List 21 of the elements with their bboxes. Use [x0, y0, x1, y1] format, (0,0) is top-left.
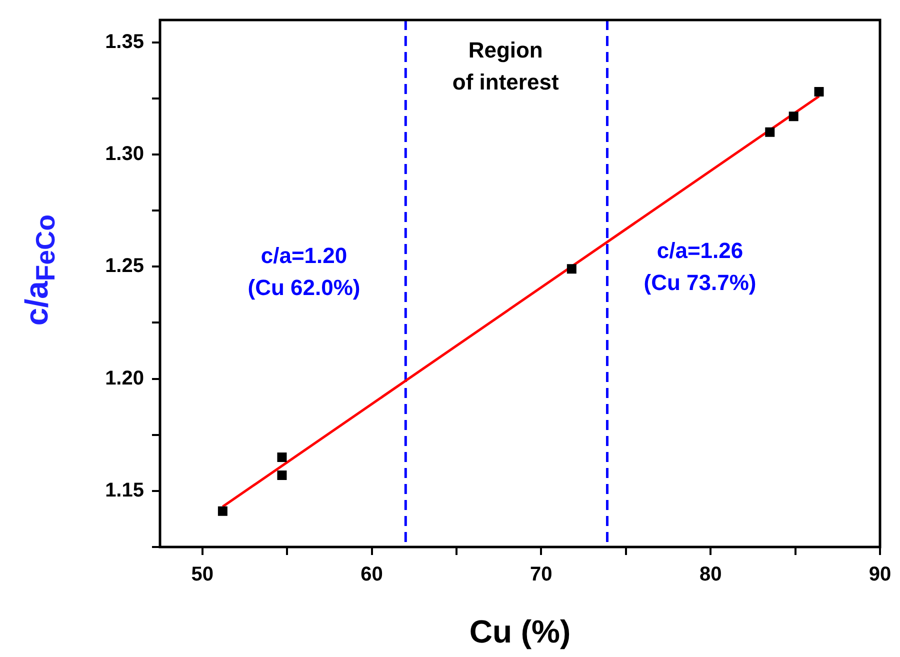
x-tick-label: 80 [699, 564, 722, 586]
x-axis-title: Cu (%) [469, 614, 571, 650]
x-tick-label: 90 [868, 564, 892, 586]
point [788, 112, 798, 122]
text: 1.30 [105, 143, 144, 166]
x-tick-label: 60 [360, 564, 383, 586]
y-tick-label: 1.25 [105, 255, 144, 278]
y-tick-label: 1.35 [105, 30, 144, 53]
x-tick-label: 70 [530, 564, 552, 586]
annotation: c/a=1.26 (Cu 73.7%) [644, 238, 756, 295]
point [765, 127, 775, 137]
point [566, 264, 576, 274]
point [277, 452, 287, 462]
point [277, 470, 287, 480]
text: 1.20 [105, 367, 144, 390]
y-tick-label: 1.15 [105, 479, 144, 502]
x-tick-label: 50 [191, 564, 214, 586]
point [814, 87, 824, 97]
annotation: Region of interest [452, 37, 560, 94]
annotation: c/a=1.20 (Cu 62.0%) [248, 243, 360, 300]
point [218, 506, 228, 516]
